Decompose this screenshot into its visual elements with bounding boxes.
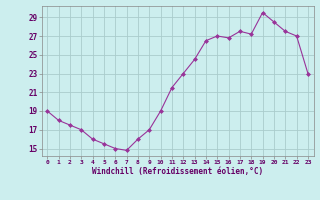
X-axis label: Windchill (Refroidissement éolien,°C): Windchill (Refroidissement éolien,°C) xyxy=(92,167,263,176)
